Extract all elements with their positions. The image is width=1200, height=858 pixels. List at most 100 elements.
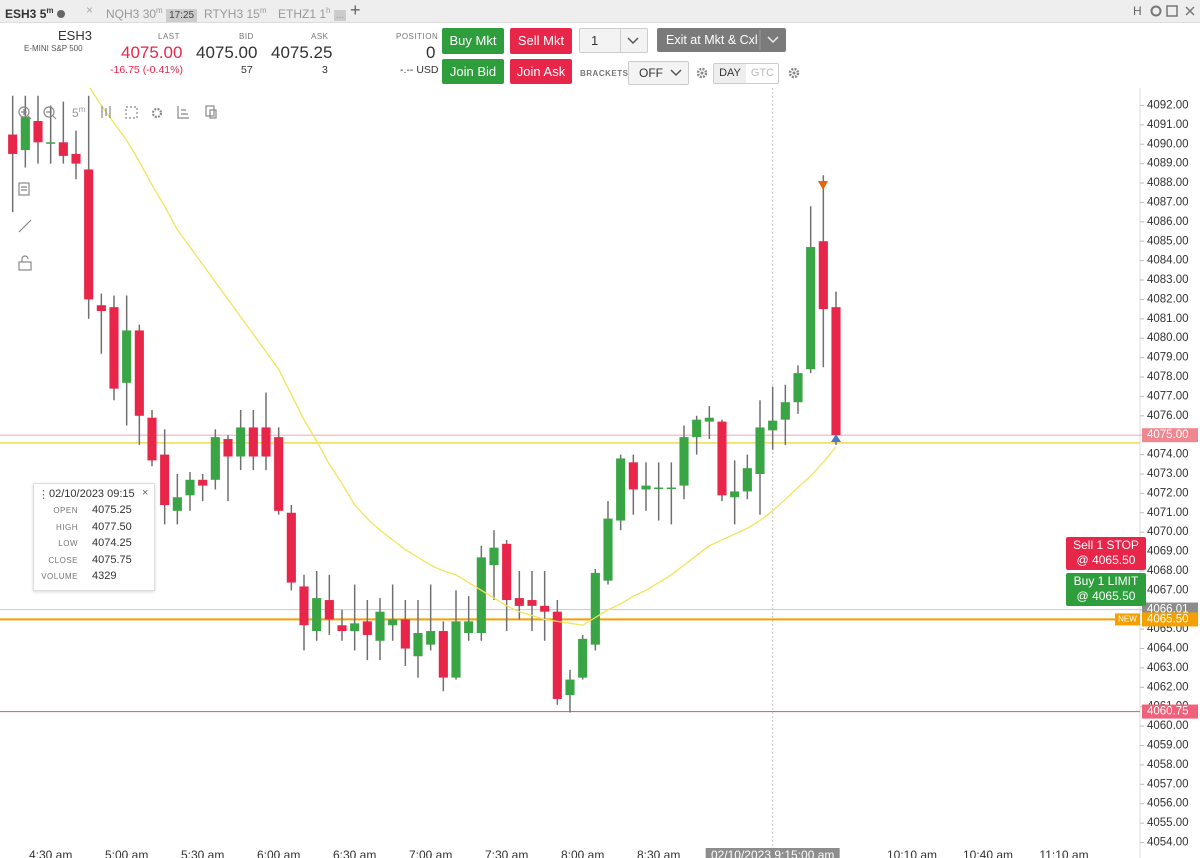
y-tick-label: 4067.00	[1147, 584, 1189, 596]
chart-interval[interactable]: 5m	[72, 105, 86, 120]
header: ESH3 E-MINI S&P 500 LAST 4075.00 -16.75 …	[0, 22, 1200, 88]
order-type: Buy 1 LIMIT	[1073, 574, 1139, 588]
sell-market-button[interactable]: Sell Mkt	[510, 28, 572, 54]
y-tick-label: 4069.00	[1147, 546, 1189, 558]
tab-symbol: NQH3	[106, 7, 140, 21]
divider	[620, 29, 621, 52]
symbol: ESH3	[58, 28, 92, 43]
label: LAST	[158, 32, 181, 41]
join-ask-button[interactable]: Join Ask	[510, 59, 572, 84]
order-type: Sell 1 STOP	[1073, 538, 1139, 552]
x-tick-label: 8:00 am	[561, 848, 604, 858]
price-change: -16.75 (-0.41%)	[110, 64, 183, 76]
order-label[interactable]: Sell 1 STOP @ 4065.50	[1066, 537, 1146, 570]
x-tick-label: 10:40 am	[963, 848, 1013, 858]
candle-body	[679, 437, 689, 486]
y-tick-label: 4054.00	[1147, 837, 1189, 849]
y-tick-label: 4064.00	[1147, 643, 1189, 655]
y-tick-label: 4083.00	[1147, 274, 1189, 286]
tooltip-value: 4074.25	[92, 537, 132, 549]
candle-body	[806, 247, 816, 370]
chevron	[670, 69, 682, 77]
candle-body	[818, 241, 828, 310]
tab[interactable]: ETHZ1 1h ...	[278, 0, 347, 22]
close-icon[interactable]: ×	[142, 487, 149, 499]
buy-market-button[interactable]: Buy Mkt	[442, 28, 504, 54]
candle-body	[717, 421, 727, 496]
settings-icon[interactable]	[695, 66, 709, 80]
candle-body	[274, 437, 284, 511]
exit-button[interactable]: Exit at Mkt & Cxl	[657, 28, 786, 52]
tab-interval: 15	[246, 7, 260, 21]
y-tick-label: 4076.00	[1147, 410, 1189, 422]
tooltip-value: 4075.25	[92, 504, 132, 516]
chart-tools	[18, 105, 217, 271]
tab[interactable]: NQH3 30m 17:25	[106, 0, 198, 22]
tooltip-label: VOLUME	[41, 572, 78, 581]
settings-icon[interactable]	[787, 66, 801, 80]
interval-value: 5	[72, 106, 79, 120]
candle-body	[654, 487, 664, 490]
crosshair-label: 02/10/2023 9:15:00 am	[711, 848, 834, 858]
order-label[interactable]: Buy 1 LIMIT @ 4065.50	[1066, 573, 1146, 606]
candle-body	[831, 307, 841, 436]
y-tick-label: 4084.00	[1147, 255, 1189, 267]
candle-body	[286, 512, 296, 583]
candle-body	[299, 586, 309, 626]
candle-body	[134, 330, 144, 416]
brackets-value: OFF	[639, 66, 663, 80]
candle-body	[172, 497, 182, 511]
y-tick-label: 4063.00	[1147, 662, 1189, 674]
y-tick-label: 4077.00	[1147, 390, 1189, 402]
window-icons	[1150, 5, 1195, 17]
quantity-select[interactable]: 1	[579, 28, 648, 53]
y-tick-label: 4092.00	[1147, 99, 1189, 111]
x-tick-label: 6:30 am	[333, 848, 376, 858]
tab-bar: ESH3 5m × NQH3 30m 17:25 RTYH3 15m ETHZ1…	[0, 0, 1200, 23]
y-tick-label: 4057.00	[1147, 778, 1189, 790]
candle-body	[502, 543, 512, 601]
candle-body	[451, 621, 461, 678]
join-bid-button[interactable]: Join Bid	[442, 59, 504, 84]
add-tab[interactable]: +	[350, 0, 361, 20]
candle-body	[362, 621, 372, 635]
tab-interval: 1	[319, 7, 327, 21]
tif-toggle[interactable]: DAY GTC	[713, 63, 779, 84]
tab-unit: m	[46, 6, 54, 15]
pnl: -.-- USD	[400, 64, 439, 76]
candle-body	[628, 462, 638, 490]
price-label-bg	[1142, 612, 1198, 627]
tab-symbol: ESH3	[5, 7, 37, 21]
tooltip-label: OPEN	[53, 506, 78, 515]
x-tick-label: 4:30 am	[29, 848, 72, 858]
y-tick-label: 4060.00	[1147, 720, 1189, 732]
gtc-option[interactable]: GTC	[750, 67, 775, 79]
y-tick-label: 4078.00	[1147, 371, 1189, 383]
day-option[interactable]: DAY	[714, 64, 746, 83]
tooltip-value: 4077.50	[92, 520, 132, 533]
bid-size: 57	[241, 64, 253, 76]
candle-body	[147, 417, 157, 461]
tab[interactable]: RTYH3 15m	[204, 0, 267, 22]
candle-body	[666, 487, 676, 490]
candle-body	[464, 621, 474, 634]
x-tick-label: 7:30 am	[485, 848, 528, 858]
y-tick-label: 4087.00	[1147, 196, 1189, 208]
tab-unit: m	[259, 6, 267, 15]
candle-body	[603, 518, 613, 581]
position: 0	[426, 43, 436, 62]
toolbar-button[interactable]: H	[1133, 4, 1142, 18]
label: ASK	[311, 32, 329, 41]
trade-marker	[831, 434, 841, 442]
y-tick-label: 4055.00	[1147, 817, 1189, 829]
brackets-select[interactable]: OFF	[628, 61, 689, 85]
candle-body	[33, 120, 43, 143]
tab[interactable]: ESH3 5m	[5, 0, 65, 22]
y-tick-label: 4085.00	[1147, 235, 1189, 247]
candle-body	[223, 439, 233, 457]
crosshair-label-bg	[705, 848, 840, 858]
close-icon[interactable]: ×	[86, 3, 94, 17]
price-label: 4065.50	[1147, 613, 1189, 625]
candle-body	[236, 427, 246, 457]
